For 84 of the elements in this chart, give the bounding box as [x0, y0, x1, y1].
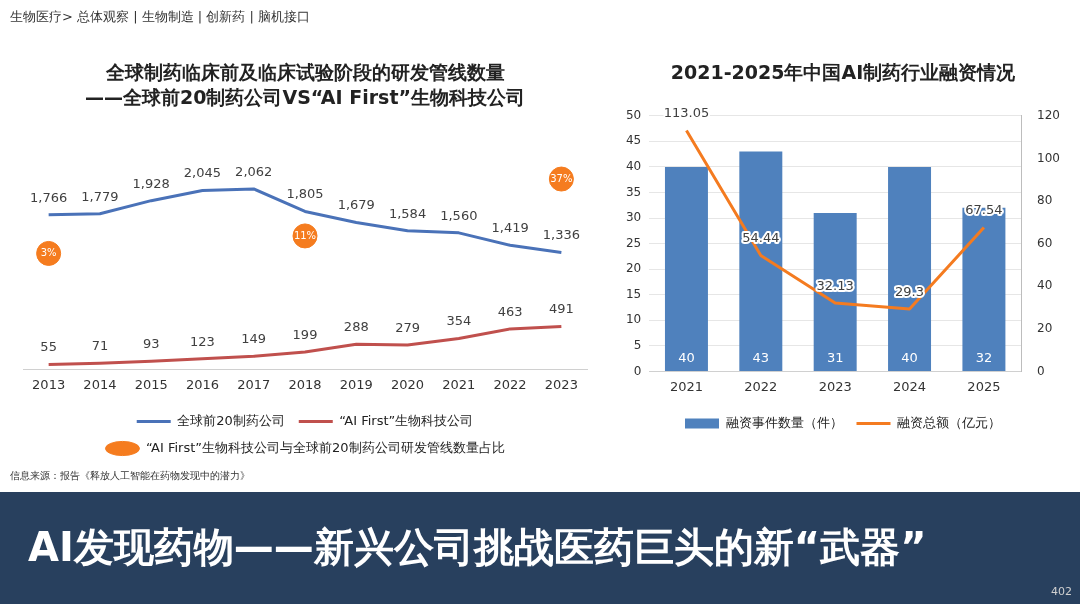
- legend-label: 融资事件数量（件）: [725, 414, 843, 430]
- bar: [888, 166, 932, 371]
- y2-tick-label: 40: [1037, 278, 1053, 293]
- y-tick-label: 10: [625, 312, 642, 327]
- data-label: 1,419: [491, 220, 529, 236]
- legend-label: “AI First”生物科技公司: [339, 412, 474, 428]
- x-tick-label: 2020: [391, 376, 425, 392]
- x-tick-label: 2013: [32, 376, 66, 392]
- data-label: 29.3: [895, 283, 925, 299]
- y-tick-label: 15: [625, 286, 642, 301]
- y-tick-label: 30: [625, 210, 642, 225]
- data-label: 199: [292, 326, 318, 342]
- x-tick-label: 2016: [185, 376, 219, 392]
- x-tick-label: 2022: [744, 378, 778, 394]
- data-label: 354: [446, 313, 472, 329]
- data-label: 1,779: [81, 188, 119, 204]
- data-label: 71: [91, 338, 109, 354]
- data-label: 1,560: [440, 207, 478, 223]
- y2-tick-label: 100: [1037, 150, 1060, 165]
- bar: [664, 166, 708, 371]
- x-tick-label: 2021: [442, 376, 476, 392]
- y-tick-label: 25: [625, 235, 642, 250]
- data-label: 40: [901, 349, 918, 365]
- y-tick-label: 0: [633, 363, 642, 378]
- x-tick-label: 2024: [893, 378, 927, 394]
- x-tick-label: 2014: [83, 376, 117, 392]
- chart-title: 2021-2025年中国AI制药行业融资情况: [670, 61, 1017, 84]
- x-tick-label: 2023: [544, 376, 578, 392]
- x-tick-label: 2015: [134, 376, 168, 392]
- y2-tick-label: 120: [1037, 107, 1060, 122]
- data-label: 288: [343, 319, 369, 335]
- text: 生物医疗> 总体观察 | 生物制造 | 创新药 | 脑机接口: [10, 8, 310, 26]
- data-label: 32: [975, 349, 993, 365]
- data-label: 113.05: [663, 105, 710, 121]
- bar: [739, 151, 783, 371]
- y2-tick-label: 80: [1037, 193, 1053, 208]
- x-tick-label: 2017: [237, 376, 271, 392]
- y-tick-label: 35: [625, 184, 642, 199]
- y-tick-label: 45: [625, 133, 642, 148]
- y-tick-label: 20: [625, 261, 642, 276]
- bar: [813, 212, 857, 371]
- y2-tick-label: 0: [1037, 363, 1045, 378]
- data-label: 1,928: [132, 175, 170, 191]
- text: AI发现药物——新兴公司挑战医药巨头的新“武器”: [28, 523, 927, 572]
- data-label: 11%: [293, 229, 317, 241]
- chart-subtitle: ——全球前20制药公司VS“AI First”生物科技公司: [85, 86, 525, 109]
- data-label: 93: [142, 336, 160, 352]
- chart-title: 全球制药临床前及临床试验阶段的研发管线数量: [104, 61, 505, 84]
- y2-tick-label: 60: [1037, 235, 1053, 250]
- text: 402: [1051, 585, 1072, 598]
- data-label: 1,766: [30, 189, 68, 205]
- data-label: 32.13: [816, 277, 854, 293]
- x-tick-label: 2023: [818, 378, 852, 394]
- text: 信息来源：报告《释放人工智能在药物发现中的潜力》: [10, 469, 251, 483]
- legend-label: “AI First”生物科技公司与全球前20制药公司研发管线数量占比: [145, 439, 505, 455]
- x-tick-label: 2018: [288, 376, 322, 392]
- data-label: 1,584: [388, 205, 427, 221]
- x-tick-label: 2025: [967, 378, 1001, 394]
- data-label: 55: [40, 339, 57, 355]
- x-tick-label: 2021: [669, 378, 703, 394]
- legend-label: 全球前20制药公司: [177, 412, 285, 428]
- data-label: 1,336: [542, 227, 580, 243]
- data-label: 1,679: [337, 197, 375, 213]
- y-tick-label: 40: [625, 159, 642, 174]
- data-label: 31: [826, 349, 844, 365]
- x-tick-label: 2022: [493, 376, 527, 392]
- y-tick-label: 50: [625, 107, 642, 122]
- y2-tick-label: 20: [1037, 320, 1053, 335]
- data-label: 463: [497, 303, 523, 319]
- legend-label: 融资总额（亿元）: [897, 414, 1001, 430]
- data-label: 2,062: [235, 163, 273, 179]
- data-label: 491: [548, 301, 574, 317]
- data-label: 40: [678, 349, 695, 365]
- data-label: 3%: [40, 247, 57, 259]
- data-label: 279: [395, 319, 420, 335]
- bar: [962, 207, 1006, 371]
- data-label: 43: [752, 349, 770, 365]
- y-tick-label: 5: [633, 337, 642, 352]
- data-label: 149: [241, 331, 267, 347]
- data-label: 2,045: [183, 165, 222, 181]
- x-tick-label: 2019: [339, 376, 373, 392]
- data-label: 1,805: [286, 186, 324, 202]
- data-label: 123: [190, 333, 215, 349]
- data-label: 37%: [550, 172, 573, 184]
